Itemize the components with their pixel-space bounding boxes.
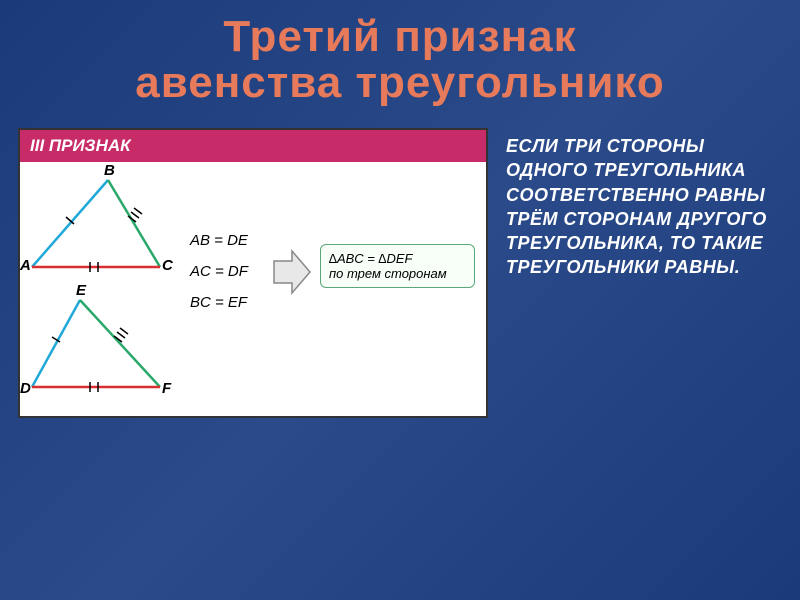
diagram-body: A B C D E F AB = DE AC = DF BC = EF ∆ABC… bbox=[20, 162, 486, 412]
vertex-f: F bbox=[162, 380, 171, 397]
vertex-a: A bbox=[20, 257, 31, 274]
theorem-text: ЕСЛИ ТРИ СТОРОНЫ ОДНОГО ТРЕУГОЛЬНИКА СОО… bbox=[506, 128, 782, 418]
title-line-2: авенства треугольнико bbox=[0, 58, 800, 108]
content-area: III ПРИЗНАК bbox=[0, 128, 800, 418]
conclusion-box: ∆ABC = ∆DEF по трем сторонам bbox=[320, 244, 475, 288]
implies-arrow-icon bbox=[270, 247, 314, 297]
diagram-box: III ПРИЗНАК bbox=[18, 128, 488, 418]
slide-title: Третий признак авенства треугольнико bbox=[0, 0, 800, 108]
vertex-e: E bbox=[76, 282, 86, 299]
diagram-header: III ПРИЗНАК bbox=[20, 130, 486, 162]
triangles-svg bbox=[20, 162, 180, 402]
title-line-1: Третий признак bbox=[0, 12, 800, 62]
vertex-d: D bbox=[20, 380, 31, 397]
conclusion-line-1: ∆ABC = ∆DEF bbox=[329, 251, 466, 266]
conclusion-line-2: по трем сторонам bbox=[329, 266, 466, 281]
equation-1: AB = DE bbox=[190, 232, 248, 249]
equation-3: BC = EF bbox=[190, 294, 248, 311]
vertex-b: B bbox=[104, 162, 115, 179]
vertex-c: C bbox=[162, 257, 173, 274]
equations: AB = DE AC = DF BC = EF bbox=[190, 232, 248, 325]
equation-2: AC = DF bbox=[190, 263, 248, 280]
